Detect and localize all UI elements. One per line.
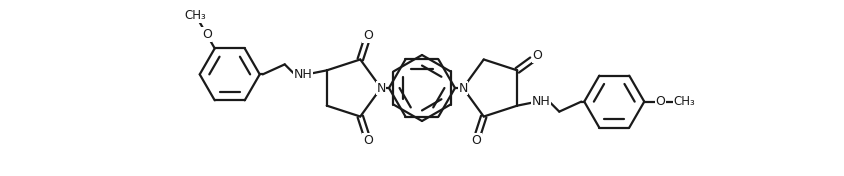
Text: CH₃: CH₃ bbox=[185, 9, 207, 22]
Text: N: N bbox=[376, 81, 385, 95]
Text: CH₃: CH₃ bbox=[673, 95, 695, 108]
Text: O: O bbox=[202, 28, 211, 41]
Text: NH: NH bbox=[293, 68, 311, 81]
Text: NH: NH bbox=[531, 95, 550, 108]
Text: N: N bbox=[457, 81, 467, 95]
Text: O: O bbox=[470, 134, 480, 147]
Text: O: O bbox=[363, 29, 372, 42]
Text: O: O bbox=[363, 134, 372, 147]
Text: O: O bbox=[655, 95, 664, 108]
Text: O: O bbox=[532, 49, 542, 62]
